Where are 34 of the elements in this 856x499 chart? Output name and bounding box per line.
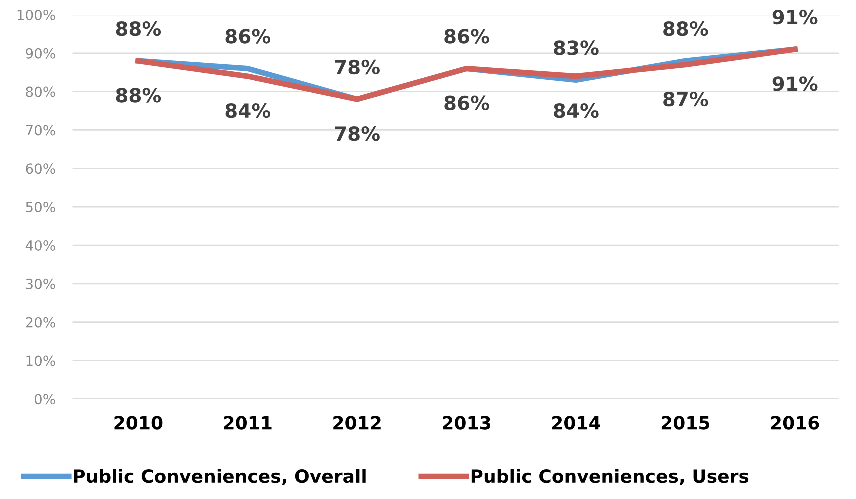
legend-label: Public Conveniences, Users: [472, 469, 749, 486]
data-label: 86%: [444, 29, 490, 44]
x-tick-label: 2016: [771, 416, 820, 430]
data-label: 78%: [335, 60, 380, 75]
x-tick-label: 2010: [114, 416, 163, 430]
y-tick-label: 60%: [26, 164, 56, 174]
data-label: 86%: [444, 96, 490, 111]
data-label: 87%: [664, 92, 708, 107]
data-label: 84%: [554, 103, 599, 118]
y-tick-label: 50%: [26, 202, 56, 213]
y-tick-label: 30%: [26, 278, 56, 290]
legend-label: Public Conveniences, Overall: [74, 469, 366, 486]
x-tick-label: 2012: [334, 416, 381, 430]
data-label: 91%: [772, 76, 818, 92]
x-tick-label: 2011: [224, 416, 272, 430]
y-tick-label: 70%: [26, 125, 56, 136]
data-label: 91%: [772, 10, 818, 25]
x-tick-label: 2013: [443, 416, 490, 430]
y-tick-label: 40%: [26, 240, 56, 251]
y-tick-label: 90%: [26, 48, 56, 59]
x-tick-label: 2015: [662, 416, 710, 430]
y-tick-label: 0%: [34, 394, 56, 405]
data-label: 86%: [226, 29, 271, 44]
y-tick-label: 20%: [26, 317, 56, 328]
y-tick-label: 10%: [26, 356, 56, 366]
y-tick-label: 80%: [26, 86, 56, 98]
x-tick-label: 2014: [552, 416, 601, 430]
y-tick-label: 100%: [18, 10, 56, 20]
data-label: 84%: [226, 103, 271, 118]
data-label: 88%: [116, 21, 162, 36]
data-label: 88%: [116, 88, 162, 103]
data-label: 83%: [554, 40, 599, 56]
data-label: 78%: [335, 126, 380, 142]
data-label: 88%: [664, 21, 708, 36]
